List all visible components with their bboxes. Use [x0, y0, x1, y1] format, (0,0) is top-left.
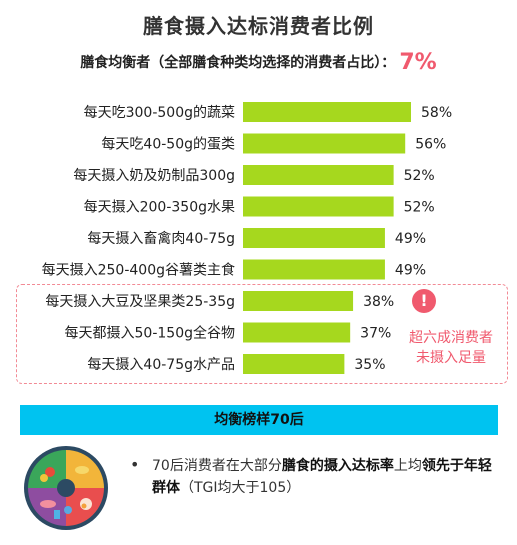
bar: [243, 291, 354, 311]
summary-text-1: 70后消费者在大部分: [152, 458, 282, 474]
summary-text: 70后消费者在大部分膳食的摄入达标率上均领先于年轻群体（TGI均大于105）: [152, 455, 502, 499]
banner: 均衡榜样70后: [20, 405, 498, 435]
subtitle-value: 7%: [399, 50, 437, 75]
bar-chart: 每天吃300-500g的蔬菜 58% 每天吃40-50g的蛋类 56% 每天摄入奶及奶制…: [42, 102, 452, 374]
bullet: •: [130, 455, 140, 474]
summary-text-3: （TGI均大于105）: [180, 480, 301, 496]
highlight-box: [16, 284, 508, 384]
exclamation-icon: !: [412, 289, 436, 313]
summary-bold-1: 膳食的摄入达标率: [281, 458, 394, 474]
bar: [243, 133, 406, 154]
value-label: 37%: [360, 326, 391, 342]
value-label: 49%: [395, 263, 426, 279]
bar: [243, 165, 394, 185]
value-label: 49%: [395, 231, 426, 247]
bar: [243, 322, 351, 343]
subtitle-label: 膳食均衡者（全部膳食种类均选择的消费者占比）：: [80, 55, 396, 71]
alert-text: 超六成消费者 未摄入足量: [398, 328, 504, 368]
bar: [243, 102, 411, 122]
category-label: 每天摄入奶及奶制品300g: [73, 168, 235, 184]
summary-text-2: 上均: [393, 458, 422, 474]
value-label: 52%: [404, 200, 435, 216]
category-label: 每天摄入200-350g水果: [84, 200, 235, 216]
value-label: 58%: [421, 105, 452, 121]
alert-text-line1: 超六成消费者: [409, 330, 493, 346]
category-label: 每天吃40-50g的蛋类: [101, 137, 235, 153]
subtitle: 膳食均衡者（全部膳食种类均选择的消费者占比）： 7%: [0, 50, 517, 75]
value-label: 38%: [363, 294, 394, 310]
category-label: 每天都摄入50-150g全谷物: [65, 325, 235, 342]
alert-text-line2: 未摄入足量: [416, 350, 486, 366]
value-label: 35%: [354, 357, 385, 373]
category-label: 每天摄入大豆及坚果类25-35g: [45, 294, 235, 310]
summary-bold-2: 领先于年轻群体: [152, 458, 492, 496]
chart-title: 膳食摄入达标消费者比例: [143, 14, 374, 38]
category-label: 每天摄入40-75g水产品: [87, 357, 235, 373]
food-plate-icon: [24, 446, 108, 530]
category-label: 每天吃300-500g的蔬菜: [84, 105, 235, 121]
bar: [243, 354, 345, 374]
category-label: 每天摄入250-400g谷薯类主食: [42, 262, 235, 279]
category-label: 每天摄入畜禽肉40-75g: [87, 230, 235, 247]
bar: [243, 259, 385, 280]
value-label: 52%: [404, 168, 435, 184]
value-label: 56%: [415, 137, 446, 153]
bar: [243, 228, 385, 248]
bar: [243, 196, 394, 217]
